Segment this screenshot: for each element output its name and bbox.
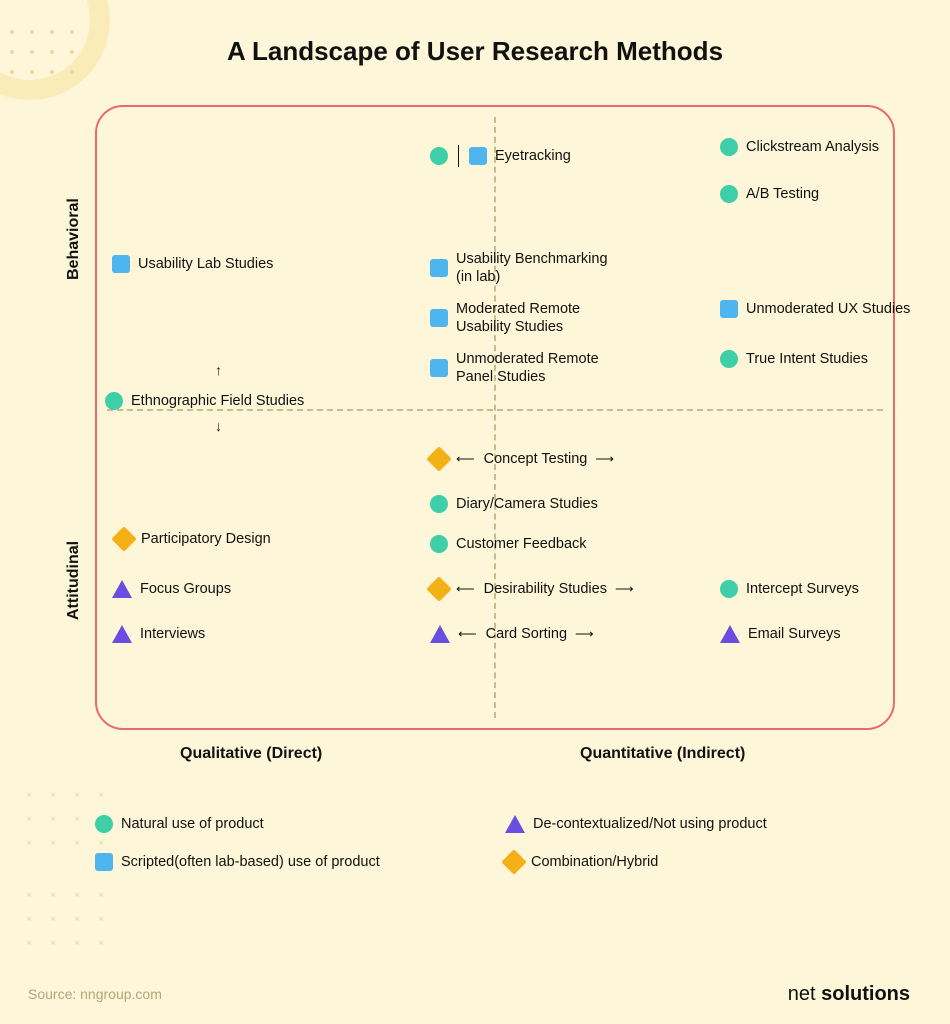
method-item: Email Surveys (720, 625, 841, 643)
method-label: Participatory Design (141, 530, 271, 548)
method-item: ⟵ Concept Testing ⟶ (430, 450, 615, 468)
method-item: Focus Groups (112, 580, 231, 598)
circle-icon (95, 815, 113, 833)
page-title: A Landscape of User Research Methods (0, 36, 950, 67)
method-item: Unmoderated Remote Panel Studies (430, 350, 626, 386)
method-label: Ethnographic Field Studies (131, 392, 301, 410)
method-label: Concept Testing (484, 450, 588, 468)
arrow-right-icon: ⟶ (595, 451, 615, 467)
arrow-down-icon: ↓ (215, 418, 222, 434)
method-label: Diary/Camera Studies (456, 495, 598, 513)
legend-item: De-contextualized/Not using product (505, 815, 895, 833)
square-icon (720, 300, 738, 318)
method-label: Customer Feedback (456, 535, 587, 553)
y-axis-label-behavioral: Behavioral (65, 198, 83, 280)
method-label: Unmoderated Remote Panel Studies (456, 350, 626, 386)
circle-icon (720, 580, 738, 598)
triangle-icon (112, 625, 132, 643)
method-item: True Intent Studies (720, 350, 868, 368)
triangle-icon (430, 625, 450, 643)
method-item: Customer Feedback (430, 535, 587, 553)
method-item: ⟵ Desirability Studies ⟶ (430, 580, 635, 598)
method-label: A/B Testing (746, 185, 819, 203)
x-axis-label-qualitative: Qualitative (Direct) (180, 745, 322, 763)
diamond-icon (501, 849, 526, 874)
method-item: Unmoderated UX Studies (720, 300, 910, 318)
method-label: Focus Groups (140, 580, 231, 598)
arrow-left-icon: ⟵ (458, 626, 478, 642)
arrow-left-icon: ⟵ (456, 581, 476, 597)
diamond-icon (426, 576, 451, 601)
square-icon (112, 255, 130, 273)
method-label: Desirability Studies (484, 580, 607, 598)
square-icon (469, 147, 487, 165)
triangle-icon (112, 580, 132, 598)
square-icon (430, 359, 448, 377)
method-item: Eyetracking (430, 145, 571, 167)
brand-bold: solutions (821, 983, 910, 1005)
legend: Natural use of product De-contextualized/… (95, 815, 895, 871)
method-item: Ethnographic Field Studies (105, 392, 301, 410)
method-label: Usability Lab Studies (138, 255, 273, 273)
arrow-up-icon: ↑ (215, 362, 222, 378)
circle-icon (430, 147, 448, 165)
square-icon (95, 853, 113, 871)
circle-icon (430, 535, 448, 553)
method-label: True Intent Studies (746, 350, 868, 368)
circle-icon (720, 185, 738, 203)
method-item: Usability Benchmarking (in lab) (430, 250, 626, 286)
legend-item: Combination/Hybrid (505, 853, 895, 871)
method-label: Clickstream Analysis (746, 138, 879, 156)
y-axis-label-attitudinal: Attitudinal (65, 541, 83, 620)
separator (458, 145, 459, 167)
method-item: Participatory Design (115, 530, 271, 548)
method-label: Unmoderated UX Studies (746, 300, 910, 318)
arrow-right-icon: ⟶ (575, 626, 595, 642)
method-item: Diary/Camera Studies (430, 495, 598, 513)
method-label: Email Surveys (748, 625, 841, 643)
circle-icon (105, 392, 123, 410)
arrow-left-icon: ⟵ (456, 451, 476, 467)
legend-item: Scripted(often lab-based) use of product (95, 853, 485, 871)
circle-icon (720, 350, 738, 368)
x-axis-label-quantitative: Quantitative (Indirect) (580, 745, 745, 763)
method-item: A/B Testing (720, 185, 819, 203)
method-label: Usability Benchmarking (in lab) (456, 250, 626, 286)
circle-icon (430, 495, 448, 513)
legend-label: Scripted(often lab-based) use of product (121, 853, 380, 871)
method-item: Intercept Surveys (720, 580, 859, 598)
triangle-icon (505, 815, 525, 833)
method-label: Eyetracking (495, 147, 571, 165)
arrow-right-icon: ⟶ (615, 581, 635, 597)
diamond-icon (426, 446, 451, 471)
legend-label: Natural use of product (121, 815, 264, 833)
brand-light: net (788, 983, 821, 1005)
square-icon (430, 259, 448, 277)
legend-label: Combination/Hybrid (531, 853, 658, 871)
legend-item: Natural use of product (95, 815, 485, 833)
method-label: Card Sorting (486, 625, 567, 643)
method-label: Intercept Surveys (746, 580, 859, 598)
circle-icon (720, 138, 738, 156)
method-label: Interviews (140, 625, 205, 643)
diamond-icon (111, 526, 136, 551)
square-icon (430, 309, 448, 327)
method-item: Clickstream Analysis (720, 138, 879, 156)
method-item: Moderated Remote Usability Studies (430, 300, 626, 336)
bg-crosses-deco-2: ×××× ×××× ×××× (20, 890, 110, 956)
brand-logo: net solutions (788, 983, 910, 1006)
method-item: ⟵ Card Sorting ⟶ (430, 625, 595, 643)
triangle-icon (720, 625, 740, 643)
method-label: Moderated Remote Usability Studies (456, 300, 626, 336)
legend-label: De-contextualized/Not using product (533, 815, 767, 833)
method-item: Interviews (112, 625, 205, 643)
method-item: Usability Lab Studies (112, 255, 273, 273)
source-attribution: Source: nngroup.com (28, 986, 162, 1002)
